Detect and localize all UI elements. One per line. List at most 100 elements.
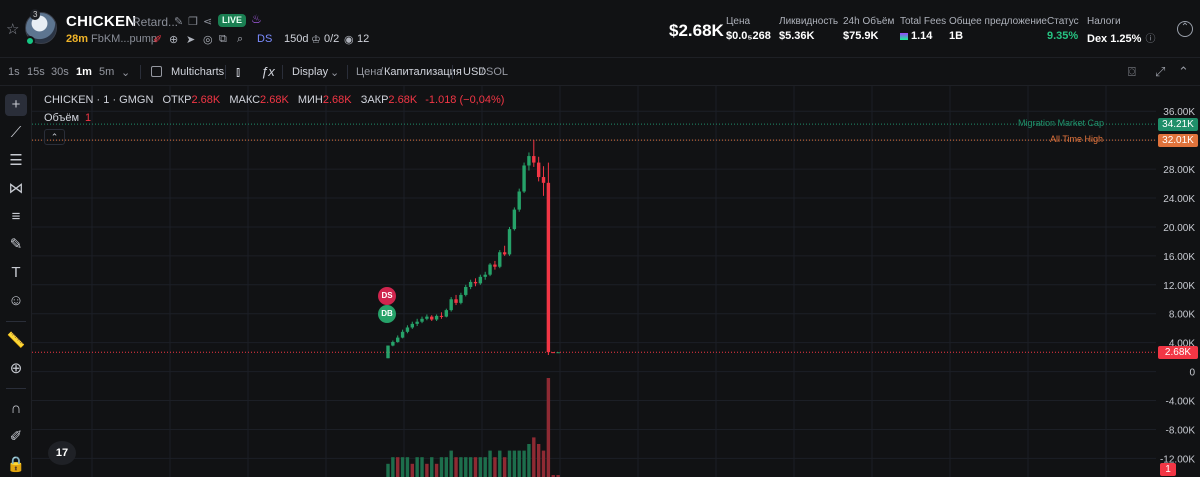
currency-usd-toggle[interactable]: USD [463,66,487,78]
candle-body [391,341,395,346]
drawing-tools: + ⟋ ☰ ⋈ ≡ ✎ T ☺ 📏 ⊕ ∩ ✐ 🔒 [0,86,32,477]
volume-bar [507,450,512,477]
volume-bar [386,463,390,477]
volume-bar [400,457,405,477]
brush-icon[interactable]: ✎ [9,236,23,253]
tools-divider [6,321,26,322]
price-mode-toggle[interactable]: Цена [356,66,383,78]
y-tick-label: -4.00K [1166,397,1196,408]
share-icon[interactable]: ⋖ [203,16,213,28]
candle-body [551,352,555,354]
ruler-icon[interactable]: 📏 [6,332,26,349]
live-badge: LIVE [218,14,247,27]
telegram-icon[interactable]: ➤ [186,34,196,46]
interval-30s[interactable]: 30s [51,66,69,78]
candle-body [517,191,521,210]
trend-line-icon[interactable]: ⟋ [10,124,22,141]
volume-bar [512,450,517,477]
stat-price-label: Цена [726,16,751,27]
stat-taxes-value-row: Dex 1.25% ⓘ [1087,30,1155,45]
slash-separator: / [380,66,384,78]
volume-bar [391,457,395,477]
pattern-icon[interactable]: ⋈ [8,180,24,197]
stat-price: Цена $0.0₅268 [726,16,771,42]
edit-icon[interactable]: ✎ [174,16,184,28]
fib-icon[interactable]: ≡ [11,208,21,225]
y-tick-label: 36.00K [1163,107,1195,118]
text-icon[interactable]: T [11,264,21,281]
volume-bar [483,457,487,477]
holders-value: 0/2 [324,33,340,45]
legend-collapse-icon[interactable]: ⌃ [44,129,65,145]
volume-bar [546,378,551,477]
legend-close-label: ЗАКР [360,94,389,106]
edit-link-icon[interactable]: ⧉ [219,33,227,45]
legend-low: 2.68K [322,94,352,106]
token-address[interactable]: FbKM...pump [91,33,158,45]
stat-status-value: 9.35% [1047,30,1079,42]
candle-type-icon[interactable]: ⫾ [236,64,241,79]
y-tick-label: 12.00K [1163,281,1195,292]
candle-body [454,299,458,303]
tradingview-logo[interactable]: 17 [48,441,76,465]
y-tick-label: -12.00K [1160,454,1195,465]
toolbar-divider [452,65,453,79]
price-chart[interactable]: 36.00K32.00K28.00K24.00K20.00K16.00K12.0… [32,86,1200,477]
interval-1m[interactable]: 1m [76,66,92,78]
coin-icon[interactable]: ◎ [203,34,213,46]
candle-body [449,299,453,311]
stat-supply-value: 1B [949,30,964,42]
pump-icon[interactable]: ✐ [153,34,163,46]
info-icon[interactable]: ⓘ [1145,34,1156,45]
stat-volume-label: 24h Объём [843,16,895,27]
candle-body [430,316,434,320]
interval-dropdown-icon[interactable]: ⌄ [121,67,131,79]
display-dropdown-icon[interactable]: ⌄ [330,67,340,79]
lock-icon[interactable]: 🔒 [6,456,26,473]
dev-sell-marker[interactable]: DS [378,286,396,305]
stat-liquidity: Ликвидность $5.36K [779,16,838,42]
volume-bar [396,457,400,477]
copy-icon[interactable]: ❐ [188,16,198,28]
horizontal-lines-icon[interactable]: ☰ [9,152,23,169]
display-menu[interactable]: Display [292,66,329,78]
interval-15s[interactable]: 15s [27,66,45,78]
market-cap-mode-toggle[interactable]: Капитализация [384,66,462,78]
camera-icon[interactable]: ⌼ [1128,64,1136,79]
emoji-icon[interactable]: ☺ [8,292,24,309]
views-icon: ◉ [344,34,354,46]
volume-bar [459,457,463,477]
volume-bar [473,457,478,477]
website-icon[interactable]: ⊕ [169,34,179,46]
indicators-icon[interactable]: ƒx [261,64,275,79]
currency-sol-toggle[interactable]: SOL [486,66,509,78]
candle-body [396,337,400,342]
magnet-icon[interactable]: ∩ [10,400,22,417]
dev-buy-marker[interactable]: DB [378,304,396,323]
rank-badge: 3 [30,9,41,20]
zoom-in-icon[interactable]: ⊕ [9,360,23,377]
stat-fees-label: Total Fees [900,16,947,27]
candle-body [459,294,463,303]
multicharts-label[interactable]: Multicharts [171,66,225,78]
crosshair-icon[interactable]: + [5,94,27,116]
holders-icon: ♔ [311,34,321,46]
volume-bar [425,463,429,477]
candle-body [502,252,507,255]
interval-5m[interactable]: 5m [99,66,115,78]
search-icon[interactable]: ⌕ [237,33,244,45]
interval-1s[interactable]: 1s [8,66,20,78]
multicharts-checkbox[interactable] [151,66,162,77]
lock-drawing-icon[interactable]: ✐ [9,428,23,445]
volume-bar [498,450,502,477]
candle-body [488,264,492,275]
fullscreen-icon[interactable]: ⤢ [1155,64,1166,79]
collapse-chart-icon[interactable]: ⌃ [1178,64,1189,79]
stat-liquidity-label: Ликвидность [779,16,839,27]
collapse-up-icon[interactable]: ⌃ [1177,21,1193,37]
stat-price-value: $0.0₅268 [726,30,771,42]
favorite-star-icon[interactable]: ☆ [6,21,20,38]
fees-number: 1.14 [911,30,933,42]
chart-canvas[interactable]: 36.00K32.00K28.00K24.00K20.00K16.00K12.0… [32,86,1200,477]
views-value: 12 [357,33,370,45]
